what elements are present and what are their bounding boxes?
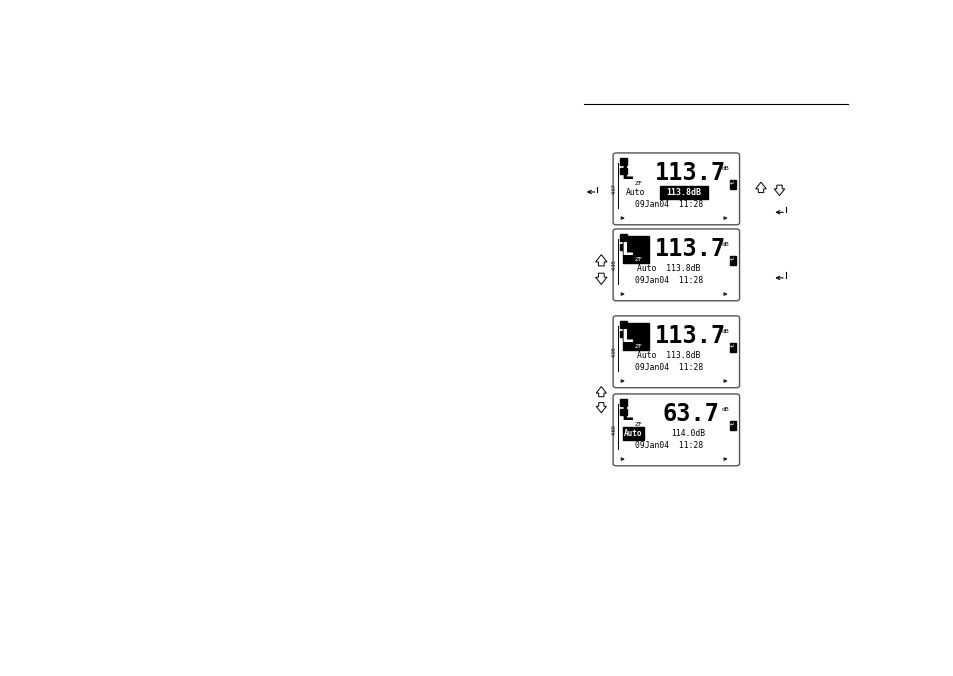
Bar [729,256,735,265]
FancyBboxPatch shape [613,394,739,466]
Bar [622,427,643,440]
Text: ↵: ↵ [729,422,734,428]
Bar [729,343,735,352]
FancyBboxPatch shape [613,153,739,225]
Text: 63.7: 63.7 [661,402,719,427]
Text: Auto  113.8dB: Auto 113.8dB [637,351,700,360]
Text: 113.8dB: 113.8dB [666,188,701,197]
Text: 4.35: 4.35 [611,260,617,270]
Text: 114.0dB: 114.0dB [671,429,704,438]
Text: 113.7: 113.7 [655,324,725,348]
Text: ZF: ZF [635,422,642,427]
Text: L: L [621,241,633,259]
Text: 113.7: 113.7 [655,237,725,262]
Text: Auto  113.8dB: Auto 113.8dB [637,264,700,273]
Text: L: L [621,328,633,346]
Bar [729,421,735,430]
Text: dB: dB [720,243,728,247]
FancyBboxPatch shape [613,229,739,301]
Text: Auto: Auto [623,429,642,438]
Text: dB: dB [720,166,728,172]
Text: 09Jan04  11:28: 09Jan04 11:28 [635,363,702,372]
FancyBboxPatch shape [613,316,739,388]
Text: ↵: ↵ [729,258,734,263]
Text: 113.7: 113.7 [655,162,725,185]
Text: L: L [621,406,633,424]
Text: 09Jan04  11:28: 09Jan04 11:28 [635,441,702,450]
Text: ZF: ZF [635,258,642,262]
Text: ↵: ↵ [729,345,734,349]
Text: Auto: Auto [625,188,645,197]
Bar [619,234,626,241]
Text: 4.60: 4.60 [611,425,617,435]
Text: L: L [621,165,633,183]
Bar [619,321,626,328]
Bar [619,158,626,165]
Text: dB: dB [720,408,728,412]
Text: 4.07: 4.07 [611,183,617,194]
Text: 4.05: 4.05 [611,346,617,357]
Text: ZF: ZF [635,344,642,349]
Bar [659,186,707,199]
Text: 09Jan04  11:28: 09Jan04 11:28 [635,200,702,210]
Text: ↵: ↵ [729,182,734,187]
Bar [619,244,626,250]
Bar [622,236,648,263]
Bar [619,409,626,415]
Text: dB: dB [720,329,728,335]
Text: 09Jan04  11:28: 09Jan04 11:28 [635,276,702,285]
Text: ZF: ZF [635,181,642,187]
Bar [619,168,626,174]
Bar [622,323,648,350]
Bar [729,180,735,189]
Bar [619,399,626,406]
Bar [619,331,626,337]
